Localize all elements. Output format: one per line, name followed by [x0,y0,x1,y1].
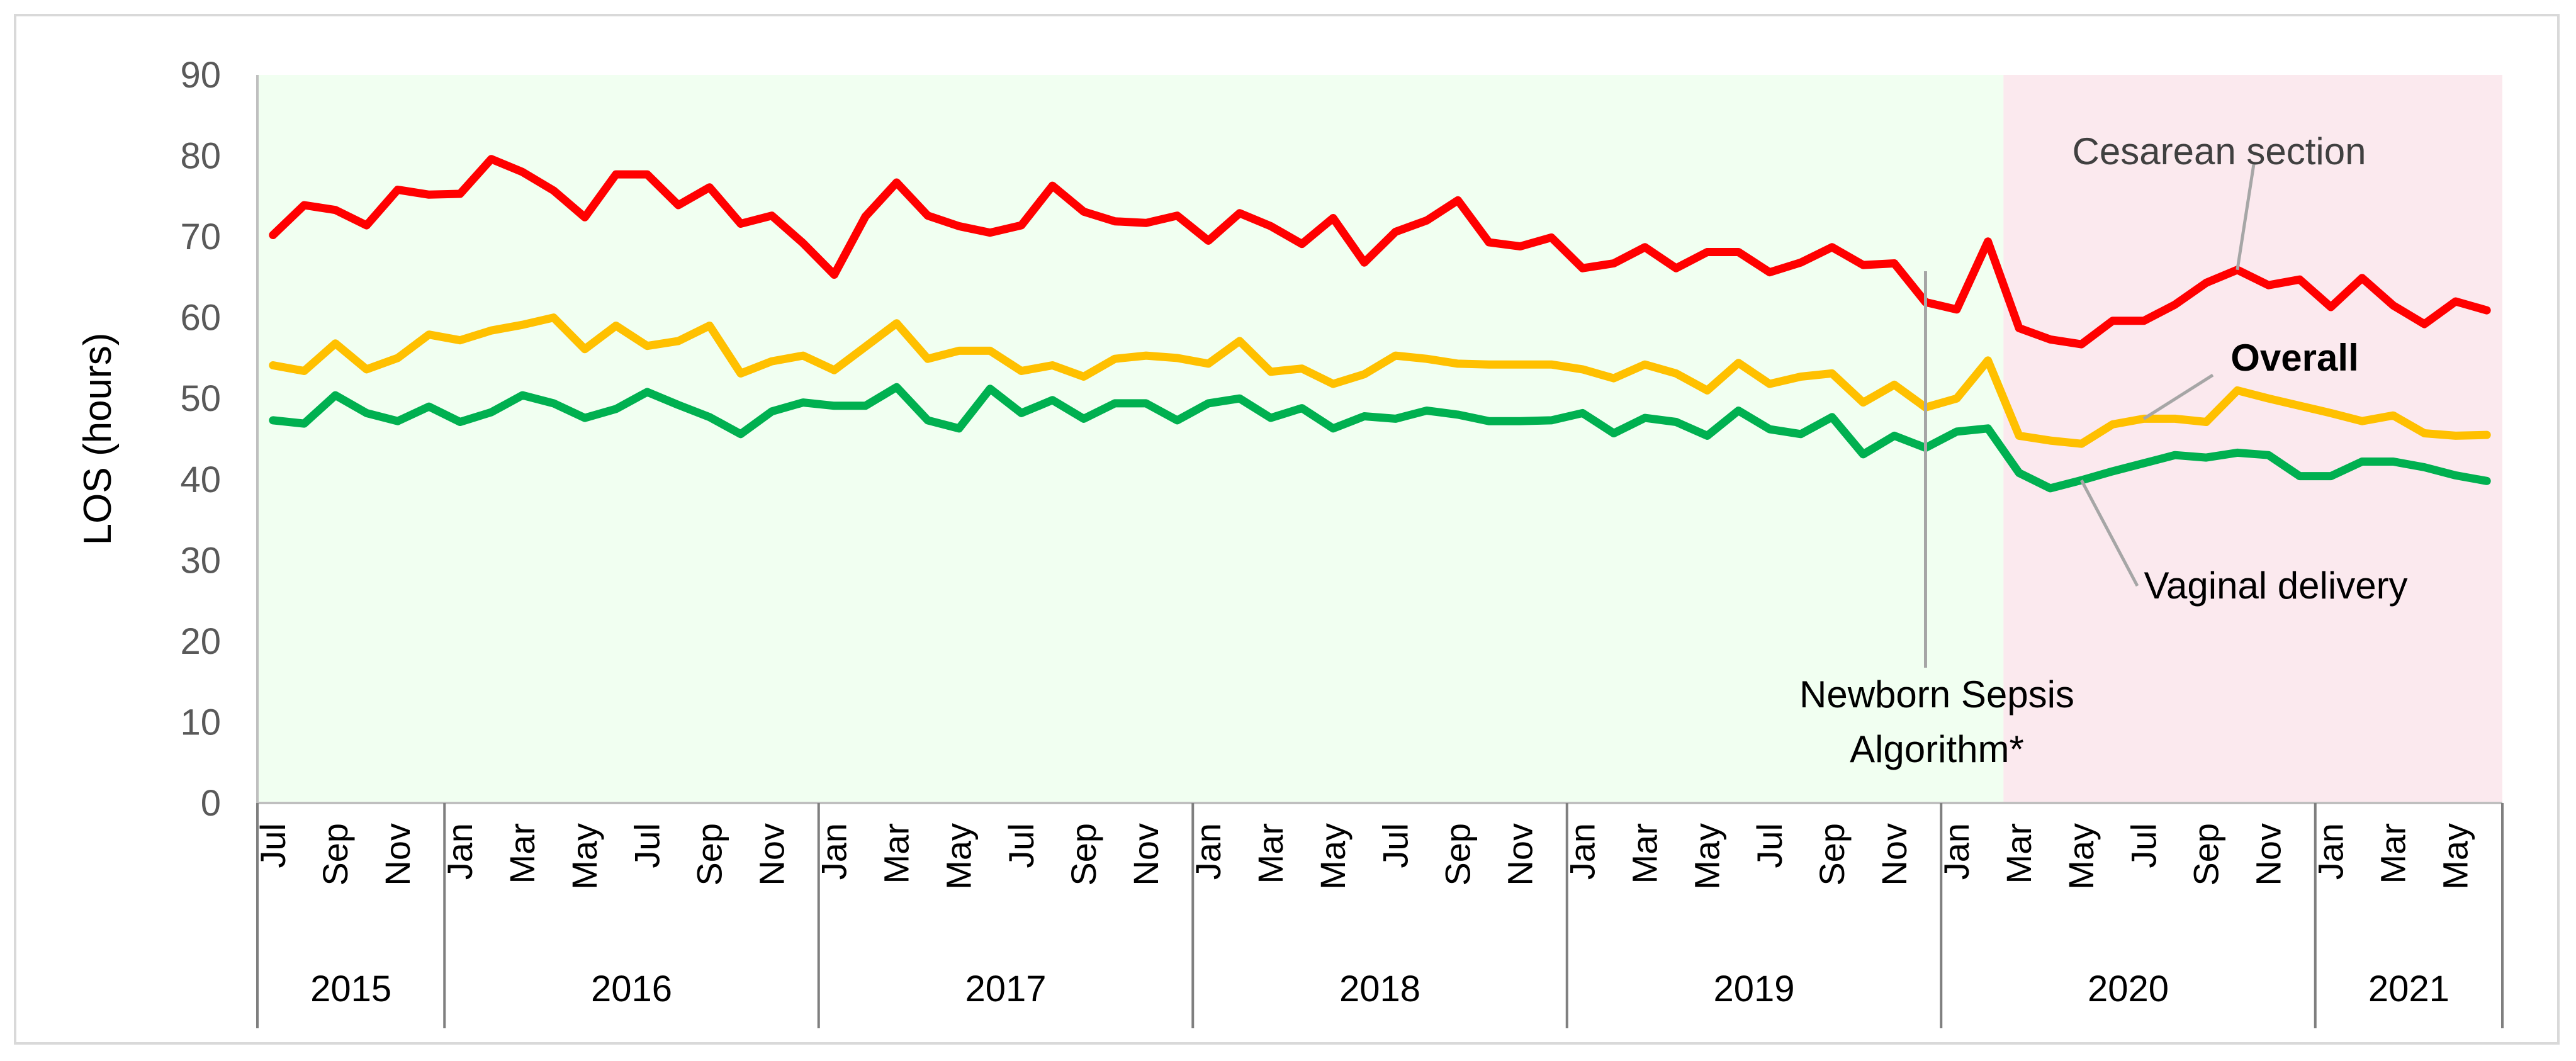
y-tick-label: 0 [201,783,221,824]
shaded-region-0 [257,75,2004,803]
axes: 0 10 20 30 40 50 60 70 80 90 LOS (hours) Jul Sep Nov J… [76,55,2504,1028]
year-label: 2017 [965,968,1046,1009]
month-tick-label: Jan [440,823,480,880]
month-tick-label: Mar [1625,823,1665,884]
y-axis-label: LOS (hours) [76,333,120,546]
year-label: 2019 [1713,968,1794,1009]
month-tick-label: Mar [1251,823,1290,884]
month-tick-label: May [939,823,979,890]
series-line-vaginal-delivery [269,383,2491,493]
annotation-cesarean-section: Cesarean section [2073,130,2366,172]
annotations: Cesarean section Overall Vaginal delivery N… [1799,130,2408,770]
month-tick-label: Nov [2248,823,2288,886]
month-tick-label: Jan [814,823,854,880]
month-tick-label: Jan [1937,823,1976,880]
year-label: 2021 [2368,968,2449,1009]
month-tick-label: Sep [689,823,729,886]
y-tick-label: 10 [180,702,221,743]
month-tick-label: May [1687,823,1727,890]
y-tick-label: 50 [180,378,221,419]
series-line-overall [269,313,2491,448]
chart-frame: 0 10 20 30 40 50 60 70 80 90 LOS (hours) Jul Sep Nov J… [14,14,2560,1045]
month-tick-label: Nov [378,823,417,886]
month-tick-label: Sep [315,823,355,886]
los-line-chart: 0 10 20 30 40 50 60 70 80 90 LOS (hours) Jul Sep Nov J… [76,55,2504,1028]
annotation-leader-line [2236,164,2256,271]
month-tick-label: Jul [253,823,293,868]
month-tick-label: Mar [2373,823,2413,884]
month-tick-label: May [2436,823,2475,890]
month-tick-label: Sep [1437,823,1477,886]
month-tick-label: Nov [1874,823,1914,886]
month-tick-label: Jul [1001,823,1041,868]
y-tick-label: 40 [180,459,221,500]
month-tick-label: Jul [2123,823,2163,868]
y-tick-label: 60 [180,298,221,339]
month-tick-label: Nov [1126,823,1166,886]
month-tick-label: Jul [1750,823,1789,868]
y-tick-label: 90 [180,55,221,96]
annotation-newborn-sepsis-line1: Newborn Sepsis [1799,673,2074,716]
month-tick-label: Jan [2311,823,2351,880]
month-tick-label: May [1313,823,1353,890]
year-label: 2018 [1339,968,1420,1009]
annotation-leader-line [2079,479,2139,587]
month-tick-label: Sep [1812,823,1852,886]
month-tick-label: Mar [877,823,916,884]
shaded-region-1 [2003,75,2502,803]
month-tick-label: May [565,823,604,890]
y-tick-label: 20 [180,621,221,662]
y-tick-label: 80 [180,136,221,177]
year-label: 2015 [310,968,391,1009]
month-tick-label: Jul [627,823,666,868]
month-tick-label: Jan [1188,823,1228,880]
month-tick-label: Mar [502,823,542,884]
annotation-overall: Overall [2230,337,2358,379]
y-tick-label: 70 [180,216,221,257]
month-tick-label: Mar [1999,823,2039,884]
year-label: 2020 [2088,968,2169,1009]
y-tick-label: 30 [180,540,221,581]
month-tick-label: Sep [2186,823,2225,886]
month-tick-label: Nov [751,823,791,886]
month-tick-label: Jan [1563,823,1602,880]
month-tick-label: May [2061,823,2101,890]
series-line-cesarean-section [269,155,2491,349]
series-lines [269,155,2491,493]
shaded-regions [257,75,2502,803]
annotation-leader-line [2142,373,2214,420]
year-label: 2016 [591,968,672,1009]
month-tick-label: Nov [1500,823,1539,886]
month-tick-label: Sep [1064,823,1103,886]
annotation-newborn-sepsis-line2: Algorithm* [1850,728,2024,770]
annotation-vaginal-delivery: Vaginal delivery [2144,564,2407,607]
month-tick-label: Jul [1375,823,1415,868]
